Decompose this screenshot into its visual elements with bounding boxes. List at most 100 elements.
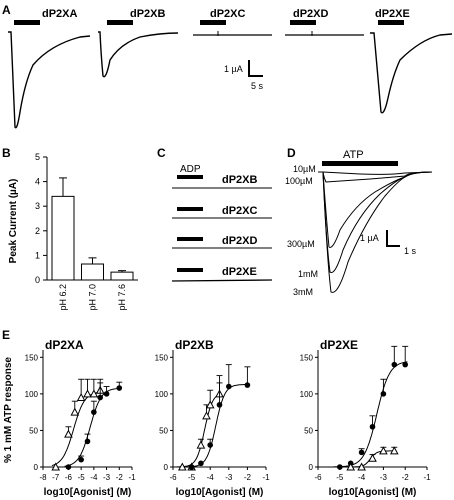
trace-label-dP2XE: dP2XE <box>375 8 410 20</box>
panel-label-c: C <box>157 146 166 160</box>
current-trace-3mM <box>318 171 433 293</box>
x-tick-label: -8 <box>39 473 47 482</box>
x-tick-label: -5 <box>188 473 196 482</box>
x-tick-label: -6 <box>65 473 73 482</box>
x-tick-label: -5 <box>78 473 86 482</box>
current-trace-dP2XE <box>171 279 273 282</box>
data-point-triangle <box>379 446 388 455</box>
x-tick-label: -5 <box>336 473 344 482</box>
x-tick-label: pH 6.2 <box>58 284 68 311</box>
data-point-triangle <box>368 453 377 462</box>
conc-label-10uM: 10µM <box>293 164 316 174</box>
data-point-triangle <box>76 392 86 402</box>
conc-label-100uM: 100µM <box>285 176 313 186</box>
trace-label-dP2XB: dP2XB <box>130 8 166 20</box>
data-point-circle <box>207 442 213 448</box>
x-tick-label: -2 <box>116 473 124 482</box>
data-point-triangle <box>346 462 356 471</box>
agonist-bar <box>200 20 226 25</box>
trace-label-dP2XB: dP2XB <box>222 174 258 186</box>
current-trace-dP2XE <box>370 32 453 114</box>
data-point-circle <box>91 409 97 415</box>
conc-label-300uM: 300µM <box>287 239 315 249</box>
x-tick-label: -3 <box>225 473 233 482</box>
x-tick-label: -4 <box>358 473 366 482</box>
bar <box>51 195 75 281</box>
trace-label-dP2XC: dP2XC <box>222 205 258 217</box>
bar <box>110 271 134 281</box>
x-tick-label: -3 <box>103 473 111 482</box>
data-point-circle <box>380 391 387 397</box>
panel-d: D ATP 10µM 100µM 300µM 1mM 3mM 1 µA 1 s <box>285 146 433 297</box>
scale-current-label: 1 µA <box>224 64 243 74</box>
panel-a: A dP2XA dP2XB dP2XC dP2XD dP2XE 1 µA 5 s <box>2 3 453 129</box>
x-tick-label: -6 <box>314 473 322 482</box>
data-point-circle <box>78 456 84 463</box>
data-point-triangle <box>64 429 73 438</box>
y-tick-label: 5 <box>35 152 40 162</box>
x-tick-label: -1 <box>262 473 270 482</box>
x-axis-label: log10[Agonist] (M) <box>44 487 132 498</box>
x-axis-label: log10[Agonist] (M) <box>329 487 417 498</box>
trace-label-dP2XE: dP2XE <box>222 266 257 278</box>
y-tick-label: 150 <box>25 353 39 362</box>
agonist-bar <box>177 175 203 179</box>
data-point-triangle <box>205 400 215 409</box>
panel-label-a: A <box>2 3 11 17</box>
data-point-circle <box>188 464 195 470</box>
data-point-circle <box>369 423 376 430</box>
y-tick-label: 1 <box>35 250 40 260</box>
y-axis-label: Peak Current (µA) <box>8 179 19 264</box>
agonist-bar <box>177 237 203 241</box>
x-axis-label: log10[Agonist] (M) <box>176 487 264 498</box>
data-point-circle <box>337 464 343 470</box>
data-point-triangle <box>177 462 187 471</box>
data-point-circle <box>216 402 223 408</box>
fit-curve <box>64 387 121 467</box>
current-trace-10uM <box>318 171 433 175</box>
data-point-triangle <box>83 389 92 398</box>
dose-response-chart-dP2XA: dP2XA log10[Agonist] (M) 0 50 100 150 -8 -7 -6… <box>25 338 136 498</box>
x-tick-label: -1 <box>423 473 431 482</box>
panel-label-b: B <box>2 146 11 160</box>
agonist-bar <box>177 207 203 211</box>
agonist-bar <box>14 20 40 25</box>
agonist-bar <box>290 20 316 25</box>
y-tick-label: 50 <box>159 426 168 435</box>
panel-label-d: D <box>287 146 296 160</box>
data-point-circle <box>97 394 104 401</box>
y-tick-label: 50 <box>304 426 313 435</box>
fit-curve <box>186 383 250 468</box>
y-tick-label: 4 <box>35 177 40 187</box>
chart-title: dP2XB <box>175 338 214 352</box>
dose-response-chart-dP2XB: dP2XB log10[Agonist] (M) 0 50 100 150 -6 -5 -4… <box>155 338 270 498</box>
y-tick-label: 100 <box>155 390 169 399</box>
x-tick-label: -7 <box>52 473 60 482</box>
current-trace-dP2XA <box>8 31 91 129</box>
dose-response-chart-dP2XE: dP2XE log10[Agonist] (M) 0 50 100 150 -6 -5 -4… <box>300 338 431 498</box>
y-tick-label: 150 <box>300 353 314 362</box>
x-tick-labels: pH 6.2 pH 7.0 pH 7.6 <box>58 284 127 311</box>
data-point-triangle <box>51 462 61 471</box>
trace-label-dP2XC: dP2XC <box>210 8 246 20</box>
scale-bar <box>248 60 263 77</box>
trace-label-dP2XD: dP2XD <box>222 235 258 247</box>
bar-group <box>51 177 134 281</box>
data-point-triangle <box>89 389 99 398</box>
data-point-circle <box>244 382 251 388</box>
bar <box>81 263 104 281</box>
y-ticks: 0 1 2 3 4 5 <box>35 152 47 285</box>
current-trace-1mM <box>318 171 433 274</box>
data-point-triangle <box>70 407 80 416</box>
x-tick-label: -4 <box>207 473 215 482</box>
x-tick-label: -2 <box>402 473 410 482</box>
data-point-circle <box>226 383 232 390</box>
y-tick-label: 100 <box>300 390 314 399</box>
agonist-label: ATP <box>343 149 364 161</box>
chart-title: dP2XA <box>45 338 84 352</box>
data-point-circle <box>116 385 123 391</box>
data-point-circle <box>358 449 365 456</box>
x-tick-label: -3 <box>380 473 388 482</box>
y-tick-label: 0 <box>34 463 39 472</box>
